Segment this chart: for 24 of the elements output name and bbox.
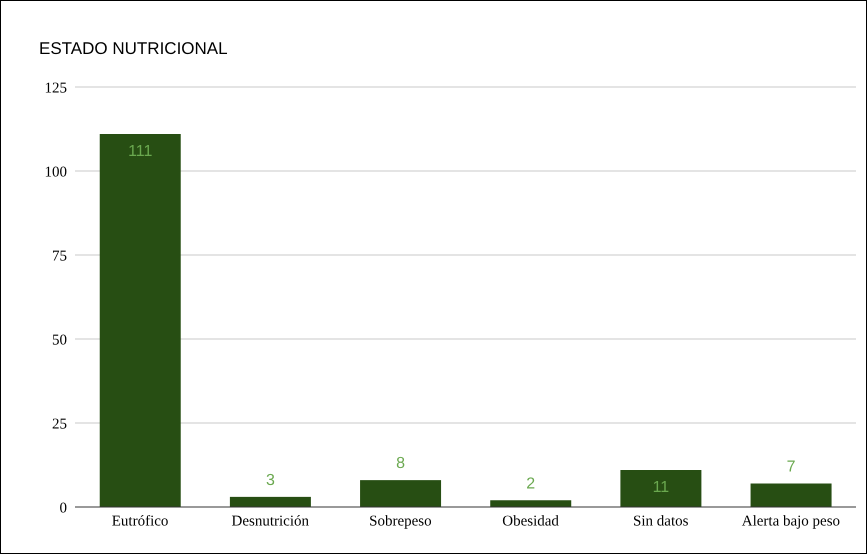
x-tick-label: Eutrófico	[112, 514, 168, 530]
bar	[360, 480, 442, 507]
x-tick-label: Sin datos	[633, 514, 689, 530]
bar	[100, 134, 181, 507]
data-label: 111	[128, 143, 152, 160]
y-tick-label: 125	[44, 80, 67, 96]
bar	[620, 470, 702, 507]
y-tick-label: 50	[52, 332, 67, 348]
y-tick-label: 25	[52, 416, 67, 432]
data-label: 7	[786, 458, 796, 476]
x-tick-label: Sobrepeso	[369, 514, 432, 530]
x-tick-label: Obesidad	[502, 514, 560, 530]
bar	[750, 483, 832, 507]
chart-title: ESTADO NUTRICIONAL	[39, 39, 228, 59]
x-tick-label: Desnutrición	[232, 514, 310, 530]
data-label: 2	[526, 475, 536, 492]
data-label: 11	[652, 479, 670, 496]
y-tick-label: 75	[52, 248, 67, 264]
data-label: 8	[396, 455, 406, 472]
x-tick-label: Alerta bajo peso	[742, 514, 840, 530]
data-label: 3	[266, 472, 275, 489]
bar	[230, 496, 311, 507]
y-tick-label: 0	[60, 500, 67, 516]
y-tick-label: 100	[44, 164, 67, 180]
